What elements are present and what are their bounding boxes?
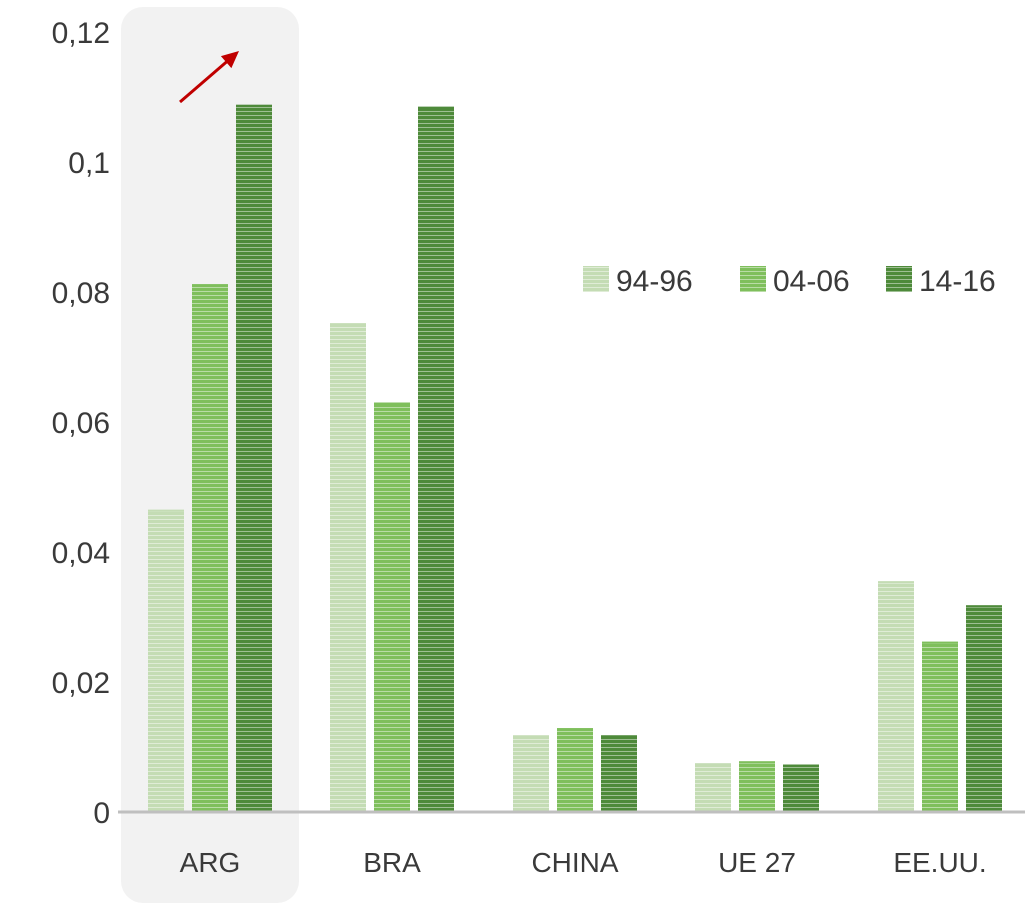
arrow-head [220, 51, 239, 69]
bar-14-16-ARG [236, 104, 272, 813]
bar-top-edge [922, 641, 958, 644]
bar-top-edge [695, 763, 731, 766]
bar-top-edge [878, 581, 914, 584]
bar-top-edge [783, 764, 819, 767]
y-tick-label: 0 [93, 797, 110, 830]
x-axis-labels: ARG BRA CHINA UE 27 EE.UU. [180, 847, 987, 878]
y-axis: 0 0,02 0,04 0,06 0,08 0,1 0,12 [52, 17, 110, 830]
bar-top-edge [418, 106, 454, 109]
bar-top-edge [374, 402, 410, 405]
legend-label: 04-06 [773, 265, 850, 298]
bar-94-96-BRA [330, 323, 366, 812]
bar-top-edge [513, 735, 549, 738]
bar-04-06-EE.UU. [922, 641, 958, 812]
bar-14-16-UE 27 [783, 764, 819, 812]
bar-94-96-UE 27 [695, 763, 731, 812]
bars [148, 104, 1002, 813]
legend-swatch [886, 266, 912, 292]
bar-04-06-UE 27 [739, 761, 775, 812]
y-tick-label: 0,1 [68, 147, 110, 180]
bar-14-16-EE.UU. [966, 605, 1002, 812]
bar-14-16-BRA [418, 106, 454, 812]
bar-top-edge [557, 728, 593, 731]
x-tick-label: UE 27 [718, 847, 796, 878]
bar-top-edge [192, 284, 228, 287]
legend-swatch [583, 266, 609, 292]
bar-top-edge [236, 104, 272, 107]
x-tick-label: CHINA [531, 847, 618, 878]
bar-top-edge [739, 761, 775, 764]
bar-94-96-ARG [148, 509, 184, 812]
legend-swatch [740, 266, 766, 292]
bar-top-edge [330, 323, 366, 326]
y-tick-label: 0,06 [52, 407, 110, 440]
y-tick-label: 0,04 [52, 537, 110, 570]
y-tick-label: 0,02 [52, 667, 110, 700]
arrow-shaft [179, 56, 232, 104]
bar-04-06-ARG [192, 284, 228, 812]
bar-04-06-CHINA [557, 728, 593, 812]
legend: 94-96 04-06 14-16 [583, 265, 996, 298]
legend-label: 14-16 [919, 265, 996, 298]
x-tick-label: EE.UU. [893, 847, 986, 878]
bar-top-edge [601, 735, 637, 738]
y-tick-label: 0,12 [52, 17, 110, 50]
bar-04-06-BRA [374, 402, 410, 812]
x-tick-label: ARG [180, 847, 241, 878]
bar-94-96-CHINA [513, 735, 549, 812]
bar-top-edge [966, 605, 1002, 608]
bar-14-16-CHINA [601, 735, 637, 812]
x-tick-label: BRA [363, 847, 421, 878]
y-tick-label: 0,08 [52, 277, 110, 310]
legend-label: 94-96 [616, 265, 693, 298]
bar-94-96-EE.UU. [878, 581, 914, 812]
bar-top-edge [148, 509, 184, 512]
trend-arrow [179, 51, 239, 104]
